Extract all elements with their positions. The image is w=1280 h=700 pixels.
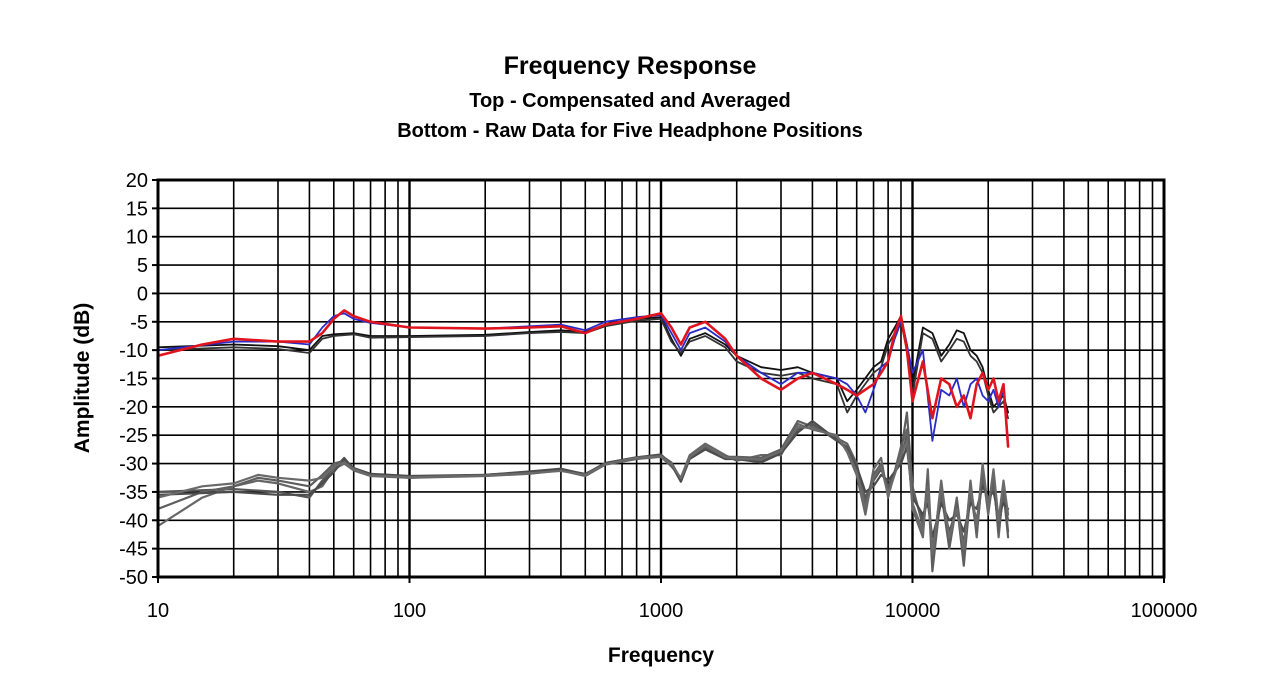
y-tick-label: -35 <box>119 482 148 504</box>
grid-lines <box>156 179 1166 578</box>
series-compensated-black-1 <box>157 315 1009 414</box>
chart-subtitle-top: Top - Compensated and Averaged <box>469 90 791 112</box>
x-axis-ticks: 10 100 1000 10000 100000 <box>147 577 1198 622</box>
y-tick-label: 15 <box>126 198 148 220</box>
y-tick-label: 5 <box>137 255 148 277</box>
x-tick-label: 1000 <box>639 600 684 622</box>
x-tick-label: 100 <box>393 600 426 622</box>
x-tick-label: 100000 <box>1131 600 1198 622</box>
x-tick-label: 10000 <box>885 600 941 622</box>
y-tick-label: -20 <box>119 397 148 419</box>
chart-subtitle-bottom: Bottom - Raw Data for Five Headphone Pos… <box>397 120 863 142</box>
y-tick-label: -10 <box>119 340 148 362</box>
y-tick-label: -30 <box>119 454 148 476</box>
x-axis-label: Frequency <box>608 644 715 667</box>
y-tick-label: 10 <box>126 227 148 249</box>
y-tick-label: -50 <box>119 567 148 589</box>
y-tick-label: 0 <box>137 283 148 305</box>
chart-title: Frequency Response <box>503 52 757 80</box>
series-compensated-red <box>156 309 1010 448</box>
y-tick-label: -45 <box>119 539 148 561</box>
x-tick-label: 10 <box>147 600 169 622</box>
y-tick-label: -15 <box>119 369 148 391</box>
y-axis-label: Amplitude (dB) <box>71 303 94 453</box>
y-tick-label: -40 <box>119 510 148 532</box>
y-tick-label: 20 <box>126 170 148 192</box>
series-raw-gray-5 <box>156 425 1010 556</box>
y-tick-label: -5 <box>130 312 148 334</box>
y-axis-ticks: 20 15 10 5 0 -5 -10 -15 -20 -25 -30 -35 -40 -45 -50 <box>119 170 158 589</box>
series-group <box>156 309 1010 573</box>
y-tick-label: -25 <box>119 425 148 447</box>
